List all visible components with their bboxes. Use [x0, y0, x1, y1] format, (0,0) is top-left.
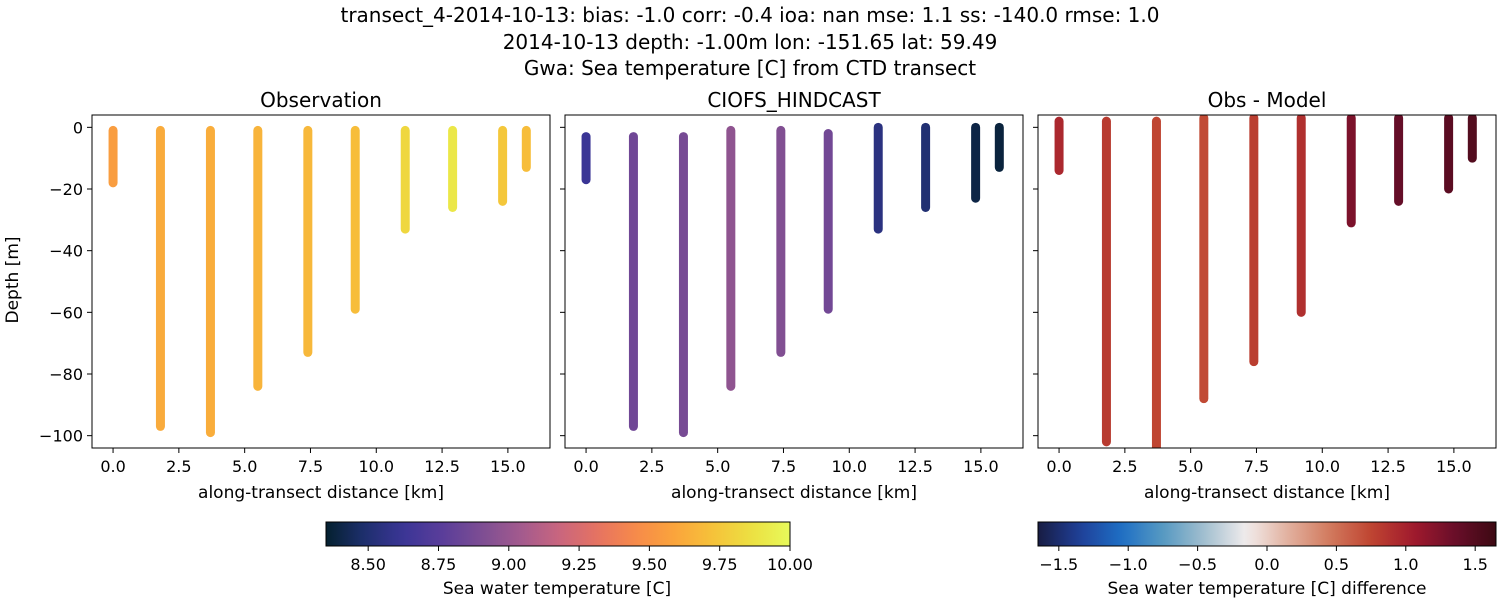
y-tick-label: −80	[49, 365, 83, 384]
y-axis-label: Depth [m]	[3, 236, 23, 323]
x-tick-label: 10.0	[358, 457, 394, 476]
x-tick-label: 10.0	[831, 457, 867, 476]
colorbar-label: Sea water temperature [C]	[443, 579, 671, 599]
x-tick-label: 7.5	[298, 457, 323, 476]
x-tick-label: 5.0	[1178, 457, 1203, 476]
figure-title-line-1: transect_4-2014-10-13: bias: -1.0 corr: …	[340, 3, 1159, 27]
x-tick-label: 0.0	[1046, 457, 1071, 476]
profile-marks	[1054, 115, 1477, 448]
x-tick-label: 5.0	[705, 457, 730, 476]
x-tick-label: 7.5	[771, 457, 796, 476]
x-tick-label: 7.5	[1244, 457, 1269, 476]
colorbar-tick-label: 0.0	[1254, 555, 1279, 574]
x-tick-label: 2.5	[1112, 457, 1137, 476]
x-tick-label: 0.0	[573, 457, 598, 476]
temperature-colorbar: Sea water temperature [C] 8.50 8.75 9.00 9.…	[325, 521, 813, 599]
y-tick-label: −100	[39, 427, 83, 446]
plot-frame	[91, 114, 551, 449]
figure-title-line-3: Gwa: Sea temperature [C] from CTD transe…	[524, 56, 976, 80]
colorbar-tick-label: 1.5	[1462, 555, 1487, 574]
colorbar-tick-label: −0.5	[1178, 555, 1217, 574]
x-tick-label: 15.0	[1436, 457, 1472, 476]
colorbar-tick-label: 9.00	[491, 555, 527, 574]
profile-marks	[108, 125, 531, 438]
colorbar-tick-label: −1.0	[1109, 555, 1148, 574]
y-tick-label: 0	[73, 118, 83, 137]
x-axis-label: along-transect distance [km]	[1144, 483, 1390, 503]
colorbar-label: Sea water temperature [C] difference	[1107, 579, 1426, 599]
x-tick-label: 12.5	[897, 457, 933, 476]
x-axis-label: along-transect distance [km]	[671, 483, 917, 503]
x-tick-label: 0.0	[100, 457, 125, 476]
y-tick-label: −60	[49, 303, 83, 322]
plot-frame	[564, 114, 1024, 449]
observation-panel: Observation Depth [m] along-transect dis…	[3, 88, 551, 503]
panel-title: Obs - Model	[1208, 88, 1327, 112]
colorbar-tick-label: 9.25	[561, 555, 597, 574]
colorbar-tick-label: 8.50	[350, 555, 386, 574]
model-panel: CIOFS_HINDCAST along-transect distance […	[560, 88, 1024, 503]
x-tick-label: 15.0	[490, 457, 526, 476]
x-tick-label: 5.0	[232, 457, 257, 476]
x-tick-label: 10.0	[1304, 457, 1340, 476]
panel-title: CIOFS_HINDCAST	[707, 88, 881, 112]
x-tick-label: 12.5	[1370, 457, 1406, 476]
colorbar-gradient	[325, 521, 791, 547]
colorbar-tick-label: 9.75	[702, 555, 738, 574]
x-tick-label: 2.5	[166, 457, 191, 476]
colorbar-tick-label: −1.5	[1039, 555, 1078, 574]
colorbar-tick-label: 8.75	[421, 555, 457, 574]
y-tick-label: −20	[49, 180, 83, 199]
profile-marks	[581, 122, 1004, 438]
x-tick-label: 15.0	[963, 457, 999, 476]
colorbar-gradient	[1037, 521, 1497, 547]
panel-title: Observation	[260, 88, 382, 112]
difference-panel: Obs - Model along-transect distance [km]…	[1033, 88, 1497, 503]
colorbar-tick-label: 1.0	[1393, 555, 1418, 574]
x-tick-label: 2.5	[639, 457, 664, 476]
figure-title-line-2: 2014-10-13 depth: -1.00m lon: -151.65 la…	[503, 30, 998, 54]
x-tick-label: 12.5	[424, 457, 460, 476]
colorbar-tick-label: 9.50	[632, 555, 668, 574]
plot-frame	[1037, 114, 1497, 449]
difference-colorbar: Sea water temperature [C] difference −1.…	[1037, 521, 1497, 599]
colorbar-tick-label: 0.5	[1324, 555, 1349, 574]
x-axis-label: along-transect distance [km]	[198, 483, 444, 503]
y-tick-label: −40	[49, 242, 83, 261]
colorbar-tick-label: 10.00	[767, 555, 813, 574]
